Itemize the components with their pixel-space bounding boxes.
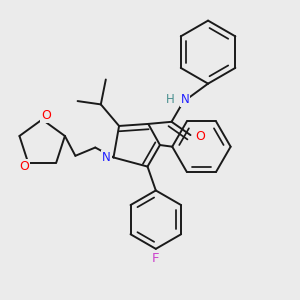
Text: O: O <box>19 160 29 173</box>
Text: O: O <box>41 109 51 122</box>
Text: O: O <box>196 130 206 143</box>
Text: H: H <box>166 93 175 106</box>
Text: N: N <box>102 151 111 164</box>
Text: N: N <box>181 93 189 106</box>
Text: F: F <box>152 252 160 265</box>
